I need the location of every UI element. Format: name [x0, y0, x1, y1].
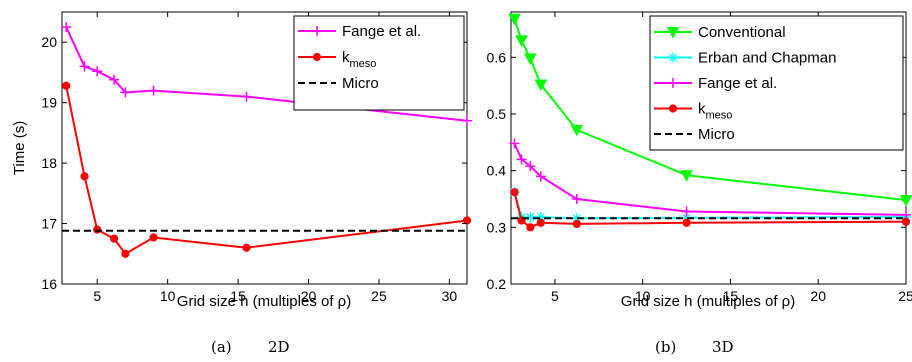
data-point: [571, 194, 582, 204]
y-tick-label: 18: [41, 155, 57, 171]
legend-label: Erban and Chapman: [698, 50, 836, 67]
x-tick-label: 20: [810, 288, 826, 304]
data-point: [241, 91, 252, 102]
legend-box: [649, 15, 904, 151]
y-axis-label: Time (s): [11, 121, 28, 175]
data-point: [120, 87, 131, 98]
data-point: [62, 81, 71, 90]
data-point: [510, 188, 519, 197]
y-tick-label: 20: [41, 34, 57, 50]
data-point: [149, 233, 158, 242]
data-point: [534, 79, 548, 92]
y-tick-label: 0.3: [487, 219, 507, 235]
data-point: [901, 217, 911, 226]
data-point: [92, 66, 103, 77]
x-axis-label: Grid size h (multiples of ρ): [177, 293, 351, 310]
legend: Conventional Erban and Chapman Fange et al…: [649, 15, 904, 151]
legend-swatch-marker: [668, 78, 678, 88]
series-line: [65, 26, 468, 122]
data-point: [509, 138, 520, 149]
legend-entries: Conventional Erban and Chapman Fange et al…: [654, 24, 836, 143]
data-point: [508, 13, 521, 26]
x-tick-label: 30: [442, 288, 458, 304]
y-tick-label: 19: [41, 95, 57, 111]
data-point: [515, 35, 528, 47]
legend-swatch-marker: [668, 104, 678, 113]
series-layer: [61, 22, 472, 258]
data-point: [462, 216, 472, 225]
legend-label: Fange et al.: [342, 23, 421, 40]
chart-panel-2d: 5 10 15 20 25 30 16 17 18 19 20 Grid size h (multi…: [11, 11, 472, 356]
tick-layer: 5 10 15 20 25 30 16 17 18 19 20: [41, 12, 467, 304]
x-tick-label: 5: [93, 288, 101, 304]
data-point: [462, 115, 472, 126]
legend-label: Fange et al.: [698, 75, 777, 92]
data-point: [682, 218, 691, 227]
legend-label-subscript: meso: [350, 58, 377, 70]
x-tick-label: 25: [898, 288, 912, 304]
y-tick-label: 0.6: [487, 49, 507, 65]
tick-layer: 5 10 15 20 25 0.2 0.3 0.4 0.5 0.6: [487, 12, 912, 304]
x-tick-label: 10: [160, 288, 176, 304]
data-point: [680, 170, 693, 182]
legend-swatch-marker: [312, 52, 322, 62]
data-point: [572, 219, 581, 229]
data-point: [109, 74, 120, 85]
legend-label: Micro: [698, 126, 735, 143]
y-tick-label: 0.5: [487, 106, 507, 122]
legend-label-subscript: meso: [706, 110, 733, 122]
caption-text: 2D: [268, 338, 290, 356]
series-layer: [508, 13, 912, 232]
data-point: [525, 212, 536, 223]
data-point: [571, 213, 582, 224]
data-point: [523, 53, 537, 66]
data-point: [61, 22, 72, 33]
data-point: [148, 85, 159, 96]
data-point: [526, 223, 535, 232]
x-tick-label: 15: [230, 288, 246, 304]
series-line: [65, 85, 468, 256]
y-tick-label: 0.2: [487, 276, 507, 292]
caption-text: 3D: [712, 338, 734, 356]
y-tick-label: 0.4: [487, 163, 507, 179]
data-point: [525, 161, 536, 172]
data-point: [570, 124, 584, 137]
legend-swatch-marker: [668, 52, 678, 63]
legend-label: Micro: [342, 75, 379, 92]
chart-panel-3d: 5 10 15 20 25 0.2 0.3 0.4 0.5 0.6 Grid size h (mu…: [487, 11, 912, 356]
data-point: [536, 218, 545, 227]
y-tick-label: 17: [41, 216, 57, 232]
x-tick-label: 5: [551, 288, 559, 304]
x-tick-label: 15: [723, 288, 739, 304]
legend-swatch-marker: [312, 26, 322, 36]
data-point: [121, 249, 130, 258]
data-point: [899, 195, 912, 207]
data-point: [516, 154, 527, 165]
legend-label: Conventional: [698, 24, 786, 41]
x-tick-label: 10: [635, 288, 651, 304]
data-point: [242, 243, 251, 252]
data-point: [681, 212, 692, 223]
x-axis-label: Grid size h (multiples of ρ): [621, 293, 795, 310]
y-tick-label: 16: [41, 276, 57, 292]
data-point: [535, 171, 546, 182]
legend-swatch-marker: [666, 27, 680, 39]
data-point: [79, 61, 90, 72]
data-point: [80, 172, 89, 181]
data-point: [681, 206, 692, 217]
caption-label: (a): [211, 338, 232, 356]
x-tick-label: 25: [371, 288, 387, 304]
x-tick-label: 20: [301, 288, 317, 304]
data-point: [535, 212, 546, 223]
data-point: [93, 225, 102, 234]
caption-label: (b): [655, 338, 676, 356]
data-point: [110, 234, 119, 243]
